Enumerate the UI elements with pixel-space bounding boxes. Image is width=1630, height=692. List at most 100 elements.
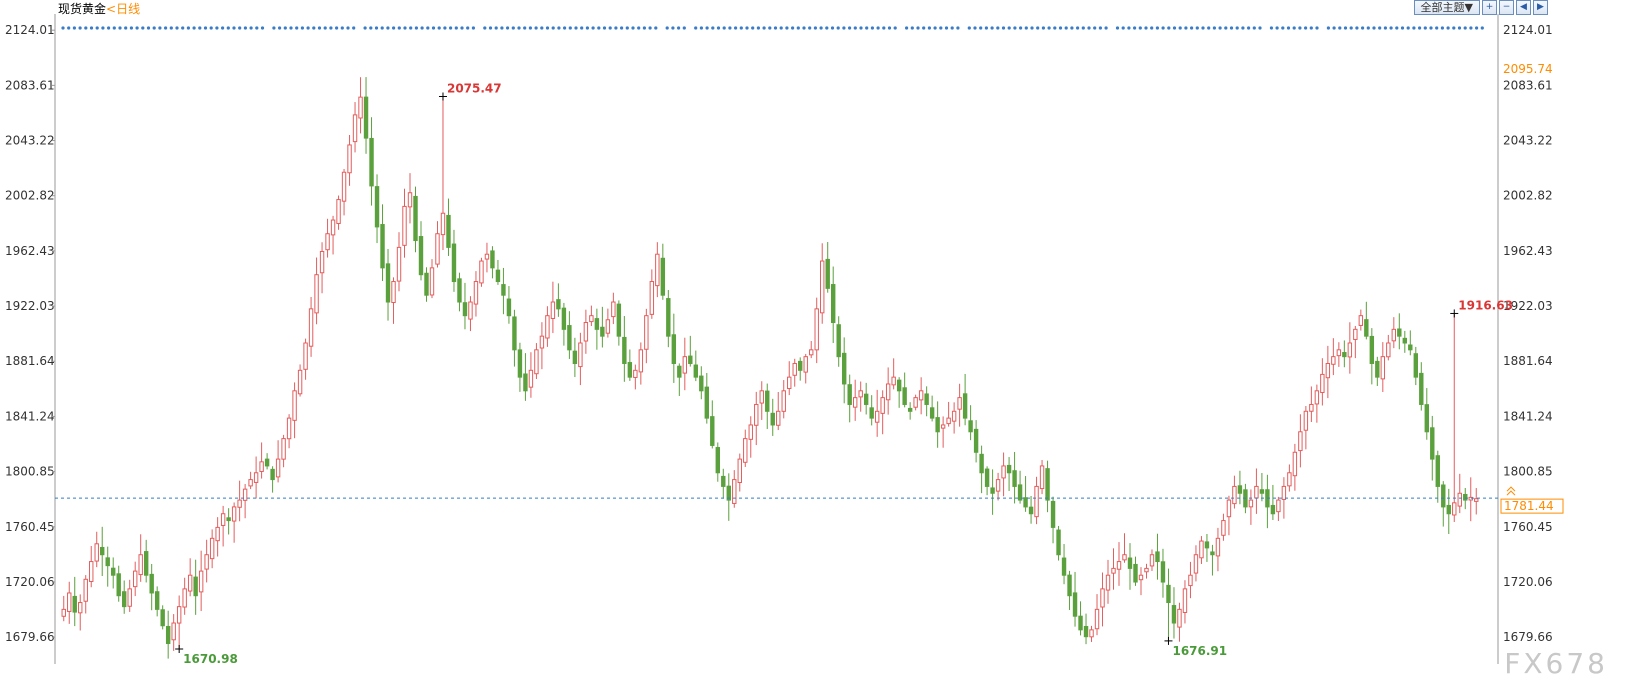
event-dot bbox=[260, 26, 265, 30]
event-dot bbox=[836, 26, 840, 30]
prev-icon[interactable]: ◀ bbox=[1516, 0, 1531, 15]
event-dot bbox=[392, 26, 396, 30]
event-dot bbox=[1212, 26, 1216, 30]
candle-body bbox=[490, 250, 495, 269]
event-dot bbox=[967, 26, 971, 30]
candle-body bbox=[1336, 349, 1342, 357]
candle-body bbox=[1122, 554, 1127, 561]
candle-body bbox=[336, 199, 341, 224]
candle-body bbox=[748, 424, 753, 440]
candle-body bbox=[583, 322, 589, 342]
candle-body bbox=[187, 574, 193, 592]
candle-body bbox=[1023, 497, 1028, 508]
event-dot bbox=[722, 26, 726, 30]
event-dot bbox=[380, 26, 384, 30]
event-dot bbox=[175, 26, 179, 30]
candle-body bbox=[1342, 352, 1347, 358]
event-dot bbox=[597, 26, 601, 30]
y-tick-label-right: 2124.01 bbox=[1503, 23, 1553, 37]
candle-body bbox=[1435, 455, 1440, 487]
candle-body bbox=[644, 315, 649, 350]
candle-body bbox=[792, 362, 797, 376]
event-dot bbox=[1115, 26, 1120, 30]
candle-body bbox=[396, 246, 402, 282]
event-dot bbox=[1389, 26, 1393, 30]
period-selector[interactable]: <日线 bbox=[106, 2, 141, 16]
zoom-in-icon[interactable]: + bbox=[1482, 0, 1497, 15]
candle-body bbox=[1353, 328, 1358, 340]
event-dot bbox=[1047, 26, 1051, 30]
candle-body bbox=[896, 379, 902, 392]
event-dot bbox=[1229, 26, 1234, 30]
event-dot bbox=[580, 26, 584, 30]
y-tick-label-left: 1962.43 bbox=[5, 244, 55, 258]
event-dot bbox=[1207, 26, 1211, 30]
candle-body bbox=[649, 281, 655, 315]
event-dot bbox=[1361, 26, 1365, 30]
y-tick-label-right: 1720.06 bbox=[1503, 575, 1553, 589]
event-dot bbox=[397, 26, 401, 30]
event-dot bbox=[517, 26, 521, 30]
chart-title: 现货黄金<日线 bbox=[58, 0, 140, 18]
event-dot bbox=[95, 26, 99, 30]
event-dot bbox=[243, 26, 247, 30]
event-dot bbox=[135, 26, 139, 30]
candle-body bbox=[962, 393, 968, 419]
candle-body bbox=[407, 192, 413, 208]
candle-body bbox=[990, 487, 995, 494]
event-dot bbox=[78, 26, 82, 30]
candle-body bbox=[1094, 608, 1100, 630]
event-dot bbox=[454, 26, 458, 30]
candle-body bbox=[1050, 500, 1056, 528]
event-dot bbox=[825, 26, 829, 30]
candle-body bbox=[556, 299, 561, 310]
event-dot bbox=[443, 26, 447, 30]
candle-body bbox=[1067, 574, 1072, 597]
event-dots-row bbox=[61, 26, 1484, 30]
candle-body bbox=[721, 475, 726, 487]
candle-body bbox=[1001, 465, 1006, 479]
candle-body bbox=[1457, 492, 1462, 507]
candle-body bbox=[429, 267, 435, 296]
candle-body bbox=[325, 233, 330, 251]
event-dot bbox=[317, 26, 322, 30]
event-dot bbox=[682, 26, 686, 30]
candles bbox=[61, 77, 1479, 659]
event-dot bbox=[1281, 26, 1285, 30]
event-dot bbox=[1127, 26, 1131, 30]
event-dot bbox=[602, 26, 607, 30]
theme-dropdown-button[interactable]: 全部主题▼ bbox=[1413, 0, 1480, 15]
event-dot bbox=[1007, 26, 1011, 30]
event-dot bbox=[1395, 26, 1399, 30]
candle-body bbox=[776, 410, 781, 426]
next-icon[interactable]: ▶ bbox=[1533, 0, 1548, 15]
event-dot bbox=[118, 26, 122, 30]
event-dot bbox=[61, 26, 65, 30]
event-dot bbox=[1155, 26, 1159, 30]
candle-body bbox=[968, 420, 973, 433]
zoom-out-icon[interactable]: − bbox=[1499, 0, 1514, 15]
event-dot bbox=[329, 26, 333, 30]
candle-body bbox=[193, 576, 198, 597]
event-dot bbox=[1412, 26, 1416, 30]
event-dot bbox=[887, 26, 892, 30]
chart-axes: 2124.01 2124.01 2083.61 2083.61 2043.22 2043.… bbox=[5, 14, 1553, 664]
event-dot bbox=[226, 26, 230, 30]
candle-body bbox=[534, 349, 539, 375]
candle-body bbox=[940, 424, 946, 429]
candle-body bbox=[902, 387, 907, 405]
event-dot bbox=[346, 26, 350, 30]
event-dot bbox=[876, 26, 880, 30]
candle-body bbox=[1133, 563, 1138, 583]
event-dot bbox=[534, 26, 538, 30]
event-dot bbox=[1161, 26, 1165, 30]
candle-body bbox=[1078, 615, 1083, 631]
event-dot bbox=[711, 26, 715, 30]
candle-body bbox=[660, 257, 666, 296]
candle-body bbox=[715, 447, 720, 474]
event-dot bbox=[1172, 26, 1177, 30]
event-dot bbox=[506, 26, 510, 30]
candle-body bbox=[1155, 551, 1160, 563]
candle-body bbox=[473, 281, 479, 305]
